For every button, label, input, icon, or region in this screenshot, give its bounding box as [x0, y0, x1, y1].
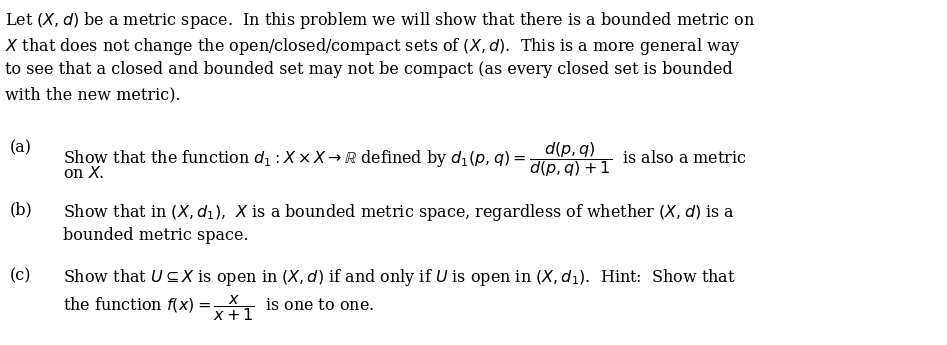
Text: Show that the function $d_1 : X \times X \to \mathbb{R}$ defined by $d_1(p, q) =: Show that the function $d_1 : X \times X…	[63, 140, 747, 179]
Text: on $X$.: on $X$.	[63, 165, 104, 182]
Text: to see that a closed and bounded set may not be compact (as every closed set is : to see that a closed and bounded set may…	[5, 61, 732, 78]
Text: $X$ that does not change the open/closed/compact sets of $(X, d)$.  This is a mo: $X$ that does not change the open/closed…	[5, 36, 741, 57]
Text: Show that $U \subseteq X$ is open in $(X, d)$ if and only if $U$ is open in $(X,: Show that $U \subseteq X$ is open in $(X…	[63, 267, 736, 288]
Text: the function $f(x) = \dfrac{x}{x+1}$  is one to one.: the function $f(x) = \dfrac{x}{x+1}$ is …	[63, 293, 374, 323]
Text: (a): (a)	[9, 140, 31, 157]
Text: bounded metric space.: bounded metric space.	[63, 227, 249, 244]
Text: (c): (c)	[9, 267, 30, 284]
Text: (b): (b)	[9, 202, 32, 219]
Text: with the new metric).: with the new metric).	[5, 86, 180, 103]
Text: Let $(X, d)$ be a metric space.  In this problem we will show that there is a bo: Let $(X, d)$ be a metric space. In this …	[5, 10, 755, 31]
Text: Show that in $(X, d_1)$,  $X$ is a bounded metric space, regardless of whether $: Show that in $(X, d_1)$, $X$ is a bounde…	[63, 202, 735, 223]
